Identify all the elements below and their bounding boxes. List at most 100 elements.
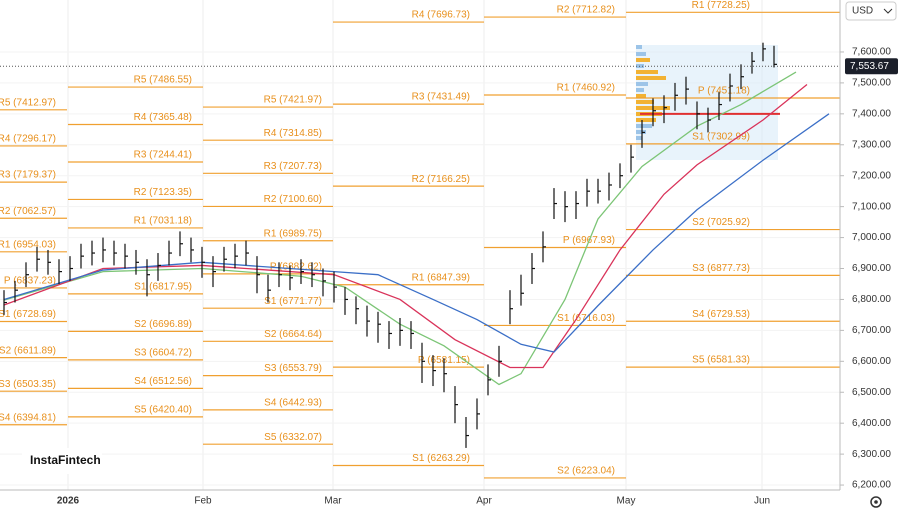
pivot-label: R4 (7365.48) xyxy=(134,112,192,123)
pivot-label: S1 (7302.99) xyxy=(692,131,750,142)
brand: InstaFintech xyxy=(22,448,102,474)
profile-bar xyxy=(636,94,646,98)
currency-selector[interactable]: USD xyxy=(845,1,897,21)
x-tick-label: Feb xyxy=(194,496,212,507)
currency[interactable]: USD xyxy=(852,6,873,17)
dropdown-arrow[interactable] xyxy=(883,8,893,14)
pivot-label: S2 (6696.89) xyxy=(134,319,192,330)
y-tick-label: 7,600.00 xyxy=(852,47,891,58)
pivot-label: R2 (7100.60) xyxy=(264,194,322,205)
profile-bar xyxy=(636,76,666,80)
profile-bar xyxy=(636,130,646,134)
y-tick-label: 7,500.00 xyxy=(852,78,891,89)
pivot-label: R1 (6847.39) xyxy=(412,272,470,283)
currency-box[interactable] xyxy=(845,1,897,21)
pivot-label: S2 (7025.92) xyxy=(692,217,750,228)
gear-icon[interactable] xyxy=(870,496,882,508)
pivot-label: R3 (7207.73) xyxy=(264,161,322,172)
profile-box xyxy=(636,45,778,160)
pivot-label: R1 (7031.18) xyxy=(134,216,192,227)
y-tick-label: 6,900.00 xyxy=(852,263,891,274)
x-tick-label: May xyxy=(617,496,636,507)
profile-bar xyxy=(636,58,650,62)
settings[interactable] xyxy=(870,496,882,508)
pivot-label: R5 (7486.55) xyxy=(134,75,192,86)
pivot-label: R4 (7314.85) xyxy=(264,128,322,139)
profile-bar xyxy=(636,82,648,86)
y-tick-label: 7,300.00 xyxy=(852,139,891,150)
y-tick-label: 6,400.00 xyxy=(852,418,891,429)
price-axis: 6,200.00 6,300.00 6,400.00 6,500.00 6,600.00… xyxy=(840,47,898,491)
pivot-label: R5 (7421.97) xyxy=(264,95,322,106)
pivot-label: S3 (6877.73) xyxy=(692,263,750,274)
pivot-label: P (6837.23) xyxy=(4,276,56,287)
pivot-label: S5 (6420.40) xyxy=(134,405,192,416)
pivot-levels: R5 (7412.97) R4 (7296.17) R3 (7179.37) R2 (… xyxy=(0,0,840,479)
brand-logo: InstaFintech xyxy=(30,453,101,467)
pivot-label: R2 (7166.25) xyxy=(412,174,470,185)
pivot-label: R5 (7412.97) xyxy=(0,97,56,108)
y-tick-label: 6,700.00 xyxy=(852,325,891,336)
y-tick-label: 6,600.00 xyxy=(852,356,891,367)
y-tick-label: 6,500.00 xyxy=(852,387,891,398)
y-tick-label: 7,000.00 xyxy=(852,232,891,243)
pivot-label: S2 (6611.89) xyxy=(0,345,56,356)
pivot-label: R1 (7460.92) xyxy=(557,83,615,94)
pivot-label: S1 (6263.29) xyxy=(412,453,470,464)
y-tick-label: 6,300.00 xyxy=(852,449,891,460)
x-tick-label: Apr xyxy=(476,496,492,507)
pivot-label: S4 (6512.56) xyxy=(134,376,192,387)
pivot-label: R3 (7244.41) xyxy=(134,150,192,161)
y-tick-label: 6,200.00 xyxy=(852,480,891,491)
pivot-label: R1 (7728.25) xyxy=(692,0,750,11)
price-bars xyxy=(0,42,840,448)
pivot-label: S5 (6332.07) xyxy=(264,432,322,443)
pivot-label: R2 (7062.57) xyxy=(0,206,56,217)
x-tick-label: Jun xyxy=(754,496,770,507)
pivot-label: S4 (6729.53) xyxy=(692,309,750,320)
y-tick-label: 7,400.00 xyxy=(852,108,891,119)
y-tick-label: 6,800.00 xyxy=(852,294,891,305)
pivot-label: P (6882.62) xyxy=(270,262,322,273)
profile-bar xyxy=(636,136,642,140)
pivot-label: S1 (6728.69) xyxy=(0,309,56,320)
pivot-label: R1 (6954.03) xyxy=(0,239,56,250)
pivot-label: S4 (6442.93) xyxy=(264,398,322,409)
last-price-box xyxy=(845,58,898,75)
pivot-label: S3 (6503.35) xyxy=(0,379,56,390)
pivot-label: R1 (6989.75) xyxy=(264,228,322,239)
pivot-label: R2 (7712.82) xyxy=(557,5,615,16)
profile-bar xyxy=(636,118,656,122)
pivot-label: R4 (7296.17) xyxy=(0,134,56,145)
pivot-label: S1 (6817.95) xyxy=(134,282,192,293)
y-tick-label: 7,100.00 xyxy=(852,201,891,212)
pivot-label: R3 (7179.37) xyxy=(0,170,56,181)
profile-bar xyxy=(636,100,654,104)
profile-bar xyxy=(636,124,652,128)
pivot-label: R2 (7123.35) xyxy=(134,187,192,198)
gear-center[interactable] xyxy=(874,500,878,504)
pivot-label: R3 (7431.49) xyxy=(412,92,470,103)
profile-bar xyxy=(636,45,642,49)
profile-bar xyxy=(636,70,658,74)
volume-profile xyxy=(636,45,778,160)
pivot-label: S5 (6581.33) xyxy=(692,355,750,366)
pivot-label: S3 (6604.72) xyxy=(134,347,192,358)
last-price-label: 7,553.67 xyxy=(850,61,889,72)
pivot-label: R4 (7696.73) xyxy=(412,10,470,21)
pivot-label: S2 (6664.64) xyxy=(264,329,322,340)
pivot-label: S2 (6223.04) xyxy=(557,466,615,477)
profile-bar xyxy=(636,52,646,56)
pivot-label: S1 (6771.77) xyxy=(264,296,322,307)
brand-box xyxy=(22,448,102,474)
pivot-label: P (7451.18) xyxy=(698,86,750,97)
profile-bar xyxy=(636,88,644,92)
x-tick-label: Mar xyxy=(324,496,342,507)
pivot-label: S4 (6394.81) xyxy=(0,412,56,423)
time-axis: 2026 Feb Mar Apr May Jun xyxy=(57,496,770,507)
pivot-label: S3 (6553.79) xyxy=(264,363,322,374)
moving-average xyxy=(3,71,797,386)
y-tick-label: 7,200.00 xyxy=(852,170,891,181)
x-tick-label: 2026 xyxy=(57,496,80,507)
